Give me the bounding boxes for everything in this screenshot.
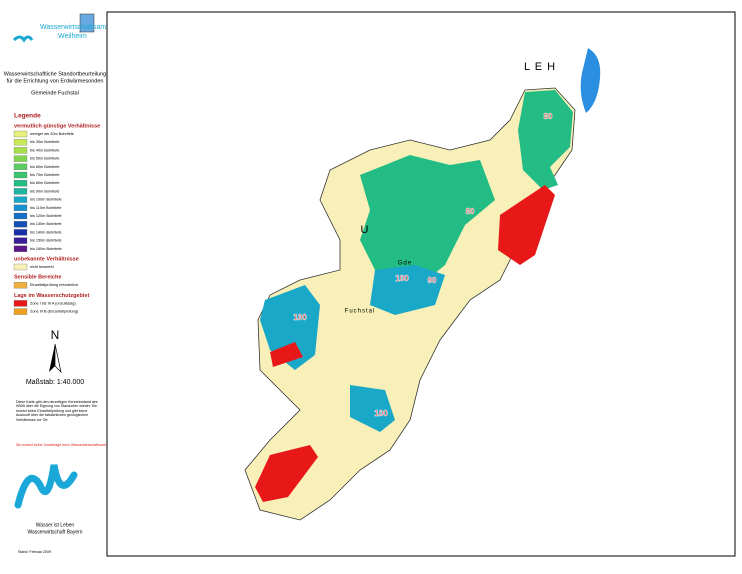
title: für die Errichtung von Erdwärmesonden [7, 78, 104, 84]
lake [580, 48, 601, 113]
bavarian-crest [79, 13, 95, 33]
legend-swatch [13, 155, 28, 162]
zone-label: 90 [428, 276, 437, 285]
legend-label: bis 40m Bohrtiefe [30, 148, 60, 152]
zone-label: 80 [466, 207, 475, 216]
legend-label: bis 100m Bohrtiefe [30, 198, 62, 202]
legend-swatch [13, 308, 28, 315]
place-name: U [361, 224, 370, 236]
legend-label: bis 120m Bohrtiefe [30, 214, 62, 218]
legend-section: Sensible Bereiche [14, 275, 61, 281]
legend-label: bis 80m Bohrtiefe [30, 181, 60, 185]
legend-label: Zone I bis III A (unzulässig) [30, 301, 76, 305]
legend-label: bis 30m Bohrtiefe [30, 140, 60, 144]
protection-zone [255, 445, 318, 502]
legend-swatch [13, 245, 28, 252]
zone-label: 80 [544, 112, 553, 121]
legend-label: bis 70m Bohrtiefe [30, 173, 60, 177]
north-arrow [49, 344, 55, 372]
scale: Maßstab: 1:40.000 [26, 379, 84, 386]
north-label: N [51, 328, 60, 342]
zone-label: 100 [293, 313, 307, 322]
place-name: Fuchstal [345, 309, 376, 315]
legend-label: bis 110m Bohrtiefe [30, 206, 61, 210]
note-text: Diese Karte gibt den derzeitigen Kenntni… [16, 400, 98, 422]
legend-swatch [13, 130, 28, 138]
municipality: Gemeinde Fuchstal [31, 90, 79, 96]
legend-label: bis 90m Bohrtiefe [30, 189, 60, 193]
zone-80 [360, 155, 495, 290]
zone-100 [350, 385, 395, 432]
legend-swatch [13, 139, 28, 146]
legend-label: bis 140m Bohrtiefe [30, 230, 62, 234]
legend-swatch [13, 147, 28, 154]
agency-logo [12, 35, 34, 43]
legend-swatch [13, 221, 28, 228]
north-arrow [54, 343, 62, 374]
legend-label: Zone III B (Einzelfallprüfung) [30, 310, 79, 314]
legend-swatch [13, 171, 28, 179]
logo-text: Wasser ist Leben [36, 522, 75, 528]
title: Wasserwirtschaftliche Standortbeurteilun… [4, 71, 107, 77]
water-logo [14, 464, 78, 509]
legend-heading: Legende [14, 113, 41, 120]
legend-swatch [13, 163, 28, 170]
protection-zone [498, 185, 555, 265]
legend-label: bis 130m Bohrtiefe [30, 222, 62, 226]
legend-swatch [13, 204, 28, 211]
legend-swatch [13, 263, 28, 271]
legend: vermutlich günstige Verhältnisse weniger … [13, 123, 100, 315]
legend-label: bis 150m Bohrtiefe [30, 239, 62, 243]
legend-swatch [13, 212, 28, 220]
legend-swatch [13, 188, 28, 195]
warning: Sie ersetzt keine Vorabfrage beim Wasser… [16, 443, 106, 447]
legend-section: vermutlich günstige Verhältnisse [14, 123, 100, 129]
legend-label: nicht bewertet [30, 265, 55, 269]
legend-label: bis 60m Bohrtiefe [30, 165, 60, 169]
zone-100 [370, 265, 445, 315]
zone-label: 100 [395, 274, 409, 283]
legend-label: Einzelfallprüfung erforderlich [30, 283, 78, 287]
protection-zone [270, 342, 303, 367]
place-name: L E H [524, 61, 556, 73]
zone-label: 100 [374, 409, 388, 418]
legend-swatch [13, 237, 28, 244]
legend-label: bis 160m Bohrtiefe [30, 247, 62, 251]
legend-section: Lage im Wasserschutzgebiet [14, 293, 89, 299]
legend-swatch [13, 300, 28, 307]
map-labels: L E H U Gde Fuchstal 80 80 90 100 100 100 [293, 61, 556, 418]
legend-label: weniger als 20m Bohrtiefe [30, 132, 74, 136]
legend-swatch [13, 180, 28, 187]
zone-80 [518, 90, 573, 190]
logo-text: Wasserwirtschaft Bayern [27, 529, 82, 535]
legend-label: bis 50m Bohrtiefe [30, 157, 60, 161]
place-name: Gde [398, 261, 412, 267]
footer: Stand: Februar 2009 [18, 550, 51, 554]
legend-section: unbekannte Verhältnisse [14, 256, 79, 262]
agency-name: Wasserwirtschaftsamt [40, 24, 108, 31]
legend-swatch [13, 282, 28, 289]
legend-swatch [13, 196, 28, 203]
note: Diese Karte gibt den derzeitigen Kenntni… [16, 400, 98, 422]
legend-swatch [13, 229, 28, 236]
agency-name: Weilheim [58, 33, 87, 40]
zone-100 [260, 285, 320, 370]
